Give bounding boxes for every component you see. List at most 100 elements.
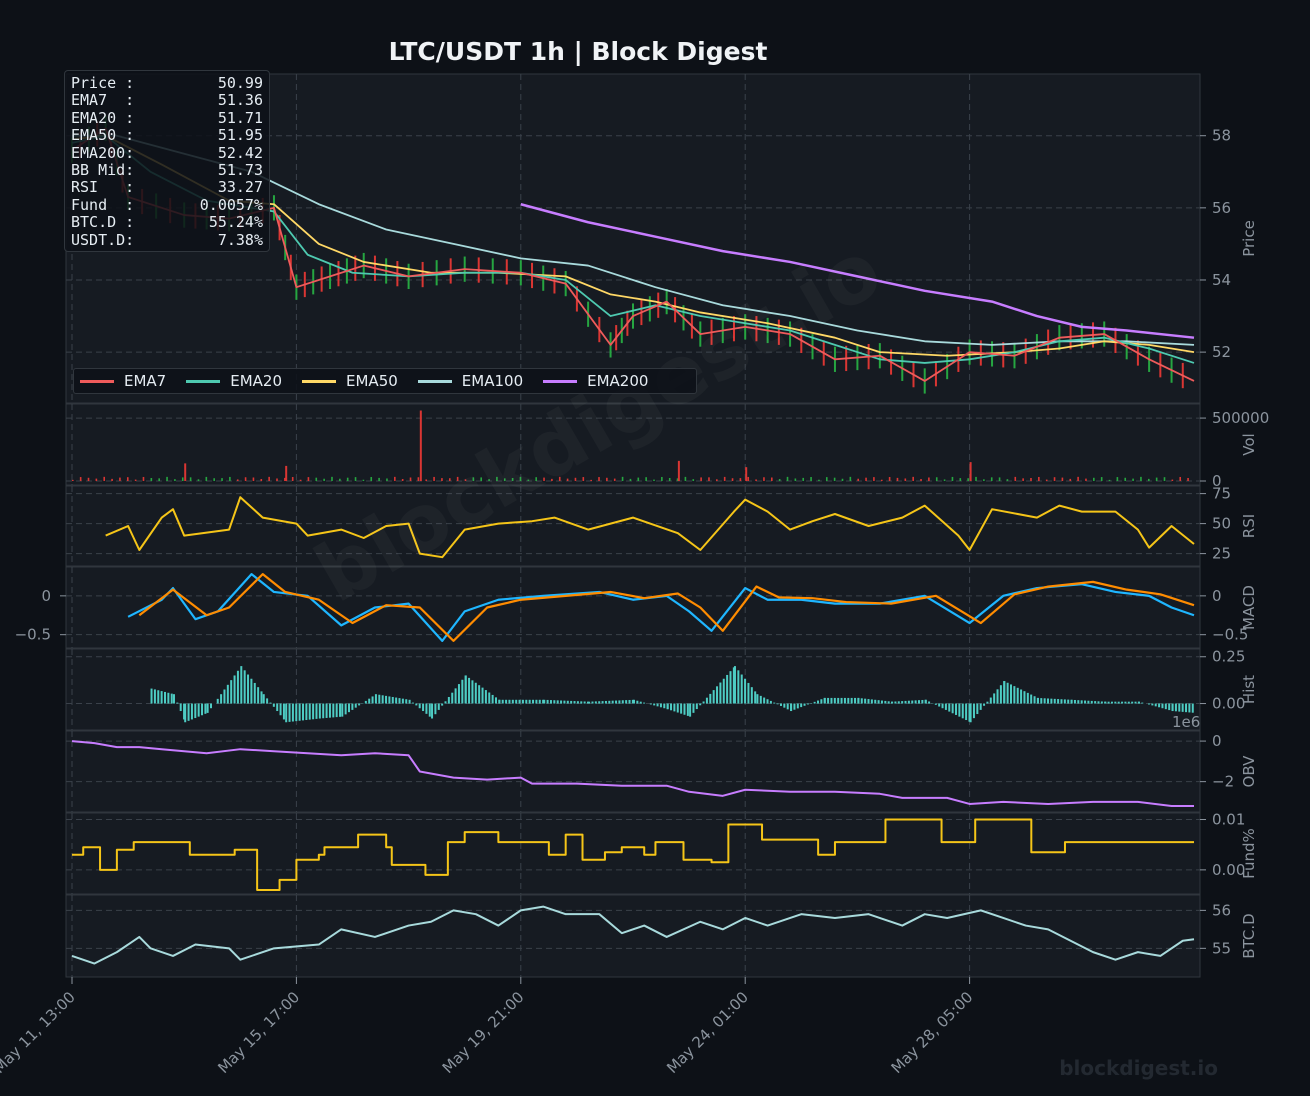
hist-bar <box>744 678 747 704</box>
hist-bar <box>1178 703 1181 712</box>
hist-bar <box>944 703 947 710</box>
volume-bar <box>205 476 208 481</box>
series-line-ema200 <box>520 203 1195 339</box>
info-value: 51.95 <box>217 126 263 145</box>
hist-bar <box>302 703 305 721</box>
hist-bar <box>911 700 914 704</box>
hist-bar <box>989 697 992 704</box>
btcd-line <box>71 905 1195 965</box>
legend-item: EMA100 <box>417 372 523 390</box>
hist-bar <box>904 700 907 704</box>
info-value: 51.36 <box>217 91 263 110</box>
volume-bar <box>184 463 187 481</box>
hist-bar <box>266 698 269 704</box>
volume-bar <box>236 479 239 481</box>
funding-line <box>72 818 1194 891</box>
volume-bar <box>126 477 129 481</box>
volume-bar <box>810 477 812 481</box>
y-axis-label: Hist <box>1240 675 1258 704</box>
info-value: 51.73 <box>217 161 263 180</box>
hist-bar <box>827 697 830 704</box>
hist-bar <box>282 703 285 720</box>
volume-bar <box>119 477 121 481</box>
hist-bar <box>425 703 428 714</box>
volume-bar <box>653 479 655 481</box>
hist-bar <box>184 703 187 723</box>
hist-bar <box>1023 691 1026 704</box>
hist-bar <box>695 703 698 710</box>
hist-bar <box>636 700 639 704</box>
hist-bar <box>756 694 759 704</box>
hist-bar <box>643 702 646 704</box>
volume-bar <box>268 476 270 481</box>
hist-bar <box>1036 697 1039 704</box>
hist-bar <box>1090 700 1093 704</box>
hist-bar <box>666 703 669 710</box>
hist-bar <box>618 700 621 704</box>
volume-bar <box>629 478 632 481</box>
volume-bar <box>668 478 671 481</box>
hist-bar <box>776 703 779 705</box>
hist-bar <box>468 677 471 704</box>
info-row: RSI : 33.27 <box>71 179 263 197</box>
hist-bar <box>226 684 229 704</box>
info-key: BTC.D : <box>71 213 135 232</box>
info-row: USDT.D: 7.38% <box>71 231 263 249</box>
info-value: 51.71 <box>217 108 263 127</box>
volume-bar <box>378 477 380 481</box>
hist-bar <box>901 701 904 704</box>
hist-bar <box>1047 698 1050 704</box>
volume-bar <box>1140 476 1142 481</box>
hist-bar <box>206 703 209 713</box>
hist-bar <box>1114 701 1117 704</box>
hist-bar <box>1026 692 1029 704</box>
hist-bar <box>566 700 569 704</box>
volume-bar <box>606 477 608 481</box>
hist-bar <box>318 703 321 719</box>
volume-bar <box>1022 478 1024 481</box>
hist-bar <box>1191 703 1194 713</box>
volume-bar <box>873 477 875 481</box>
hist-bar <box>1161 703 1164 709</box>
legend-item: EMA200 <box>543 372 648 390</box>
hist-bar <box>354 703 357 708</box>
hist-bar <box>546 699 549 704</box>
hist-bar <box>588 701 591 704</box>
volume-bar <box>276 478 278 481</box>
hist-bar <box>877 700 880 704</box>
hist-bar <box>451 692 454 704</box>
hist-bar <box>891 701 894 704</box>
hist-bar <box>1077 700 1080 704</box>
hist-bar <box>437 703 440 710</box>
hist-bar <box>315 703 318 719</box>
hist-bar <box>444 701 447 704</box>
info-value: 52.42 <box>217 143 263 162</box>
volume-bar <box>755 479 757 481</box>
hist-bar <box>511 699 514 704</box>
hist-bar <box>220 694 223 704</box>
x-tick-label: May 19, 21:00 <box>439 988 528 1077</box>
info-row: EMA200: 52.42 <box>71 143 263 162</box>
hist-bar <box>759 695 762 704</box>
hist-bar <box>411 702 414 704</box>
hist-bar <box>737 670 740 704</box>
hist-bar <box>484 690 487 704</box>
volume-bar <box>1171 479 1174 481</box>
hist-bar <box>1013 686 1016 704</box>
info-value: 55.24% <box>208 213 263 232</box>
y-tick-label: 0.25 <box>1212 648 1245 666</box>
hist-bar <box>201 703 204 716</box>
hist-bar <box>415 703 418 706</box>
volume-bar <box>684 476 687 481</box>
volume-bar <box>590 479 592 481</box>
hist-bar <box>305 703 308 721</box>
hist-bar <box>570 700 573 704</box>
hist-bar <box>779 703 782 706</box>
hist-bar <box>864 698 867 704</box>
hist-bar <box>722 678 725 704</box>
hist-bar <box>676 703 679 713</box>
volume-bar <box>158 478 160 481</box>
volume-bar <box>558 476 561 481</box>
volume-bar <box>935 477 938 481</box>
hist-bar <box>253 682 256 704</box>
